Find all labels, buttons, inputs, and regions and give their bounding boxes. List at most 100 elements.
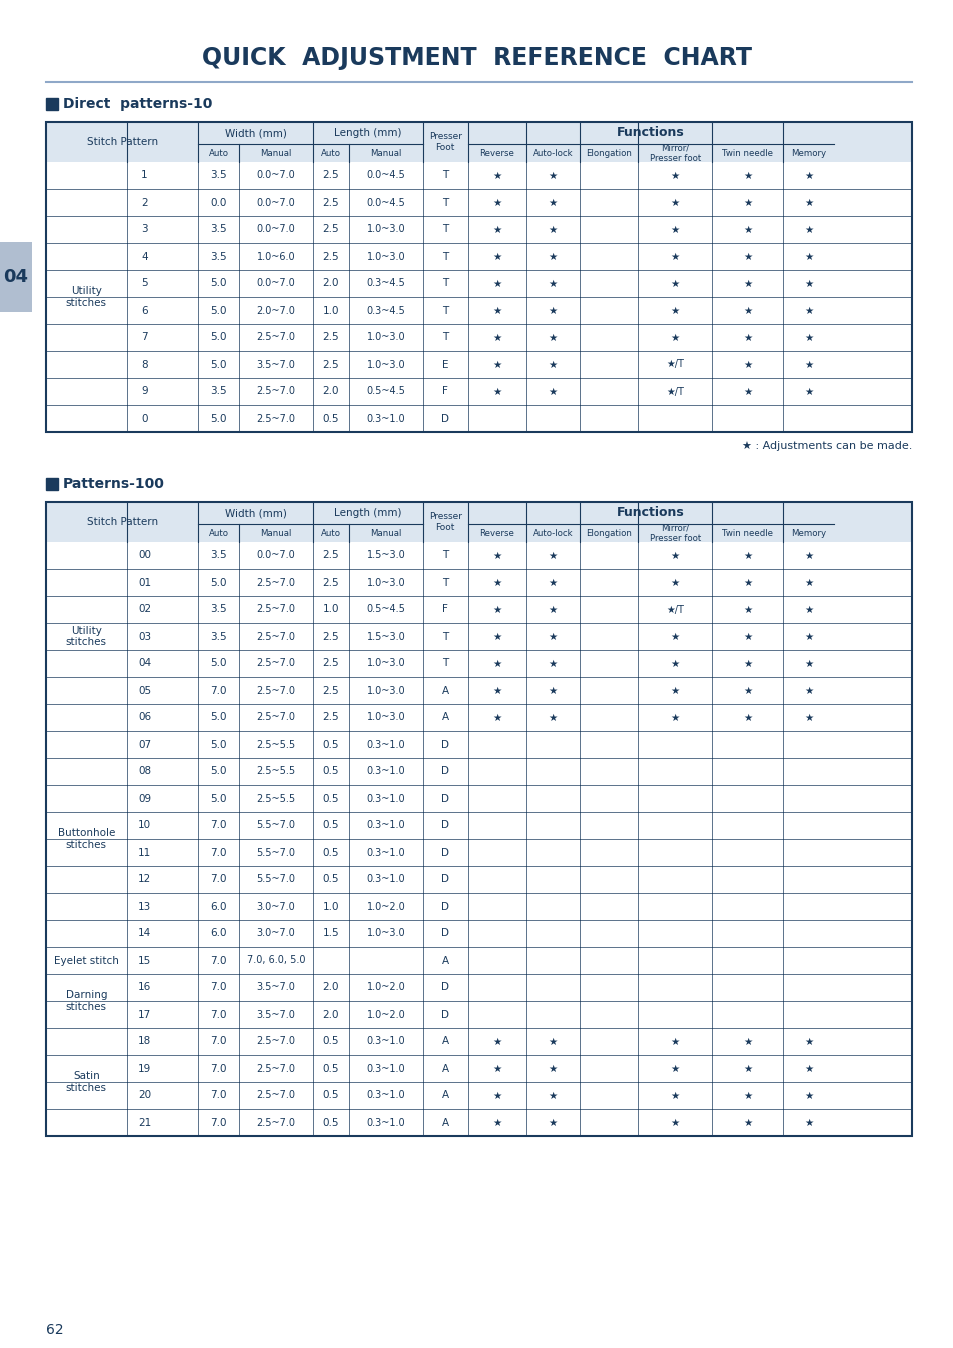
Text: 6.0: 6.0: [211, 902, 227, 911]
Text: 7.0: 7.0: [211, 821, 227, 830]
Text: ★: ★: [803, 198, 812, 208]
Text: ★: ★: [492, 577, 501, 588]
Text: ★: ★: [742, 1064, 751, 1073]
Text: ★: ★: [742, 631, 751, 642]
Text: 5.0: 5.0: [211, 360, 227, 369]
Text: 0.5: 0.5: [322, 848, 339, 857]
Text: ★: ★: [548, 306, 558, 315]
Text: D: D: [441, 929, 449, 938]
Text: 2.5: 2.5: [322, 713, 339, 723]
Text: 5: 5: [141, 279, 148, 288]
Text: 2.5: 2.5: [322, 360, 339, 369]
Text: 5.0: 5.0: [211, 794, 227, 803]
Text: Memory: Memory: [790, 528, 825, 538]
Text: ★: ★: [548, 713, 558, 723]
Text: 16: 16: [138, 983, 151, 992]
Text: ★: ★: [803, 604, 812, 615]
Text: ★: ★: [492, 604, 501, 615]
Text: 2.5~5.5: 2.5~5.5: [256, 740, 295, 749]
Text: 2.5: 2.5: [322, 252, 339, 262]
Text: ★: ★: [742, 279, 751, 288]
Text: 0.5: 0.5: [322, 1064, 339, 1073]
Text: ★: ★: [803, 1064, 812, 1073]
Text: 1.0~3.0: 1.0~3.0: [366, 360, 405, 369]
Text: 1.0~3.0: 1.0~3.0: [366, 713, 405, 723]
Text: Functions: Functions: [617, 127, 684, 139]
Text: 2.5~7.0: 2.5~7.0: [256, 1064, 295, 1073]
Text: ★: ★: [742, 225, 751, 235]
Text: D: D: [441, 740, 449, 749]
Text: Auto-lock: Auto-lock: [532, 528, 573, 538]
Text: 04: 04: [4, 268, 29, 286]
Text: 1.0~3.0: 1.0~3.0: [366, 659, 405, 669]
Text: 2.5~7.0: 2.5~7.0: [256, 713, 295, 723]
Text: A: A: [441, 713, 448, 723]
Bar: [46, 501, 911, 542]
Text: ★: ★: [803, 279, 812, 288]
Text: 0.3~1.0: 0.3~1.0: [366, 848, 405, 857]
Text: 2.5: 2.5: [322, 550, 339, 561]
Text: 0.3~1.0: 0.3~1.0: [366, 1091, 405, 1100]
Text: ★: ★: [742, 713, 751, 723]
Text: 3.5: 3.5: [211, 604, 227, 615]
Text: Direct  patterns-10: Direct patterns-10: [63, 97, 213, 111]
Text: 5.0: 5.0: [211, 414, 227, 423]
Text: ★: ★: [492, 1117, 501, 1127]
Text: Reverse: Reverse: [478, 148, 514, 158]
Text: ★: ★: [670, 170, 679, 181]
Text: 1.0~3.0: 1.0~3.0: [366, 686, 405, 696]
Text: 1.0: 1.0: [322, 902, 339, 911]
Text: T: T: [441, 279, 448, 288]
Text: ★: ★: [670, 686, 679, 696]
Text: ★: ★: [548, 659, 558, 669]
Text: 0.3~1.0: 0.3~1.0: [366, 740, 405, 749]
Text: Manual: Manual: [260, 528, 292, 538]
Text: A: A: [441, 956, 448, 965]
Text: 0.5: 0.5: [322, 414, 339, 423]
Text: Functions: Functions: [617, 507, 684, 519]
Text: ★ : Adjustments can be made.: ★ : Adjustments can be made.: [740, 441, 911, 452]
Text: ★: ★: [742, 1037, 751, 1046]
Text: 0.0~4.5: 0.0~4.5: [366, 198, 405, 208]
Text: 21: 21: [138, 1117, 151, 1127]
Text: 1.0~3.0: 1.0~3.0: [366, 577, 405, 588]
Text: ★: ★: [492, 252, 501, 262]
Text: 5.0: 5.0: [211, 279, 227, 288]
Text: 2: 2: [141, 198, 148, 208]
Bar: [0, 243, 32, 311]
Text: 13: 13: [138, 902, 151, 911]
Text: ★: ★: [742, 659, 751, 669]
Text: 0.3~1.0: 0.3~1.0: [366, 875, 405, 884]
Text: ★: ★: [803, 387, 812, 396]
Text: 7.0: 7.0: [211, 686, 227, 696]
Text: 0.5: 0.5: [322, 1037, 339, 1046]
Text: ★: ★: [548, 252, 558, 262]
Text: Manual: Manual: [260, 148, 292, 158]
Text: Stitch Pattern: Stitch Pattern: [87, 137, 157, 147]
Text: ★: ★: [742, 252, 751, 262]
Text: ★: ★: [548, 1117, 558, 1127]
Text: ★: ★: [548, 1091, 558, 1100]
Text: 5.5~7.0: 5.5~7.0: [256, 821, 295, 830]
Text: 18: 18: [138, 1037, 151, 1046]
Text: 2.5~5.5: 2.5~5.5: [256, 794, 295, 803]
Text: 0: 0: [141, 414, 148, 423]
Text: Twin needle: Twin needle: [721, 528, 772, 538]
Text: ★: ★: [803, 577, 812, 588]
Text: 0.3~1.0: 0.3~1.0: [366, 414, 405, 423]
Text: ★: ★: [742, 686, 751, 696]
Text: ★: ★: [670, 1064, 679, 1073]
Text: 14: 14: [138, 929, 151, 938]
Text: ★: ★: [803, 1117, 812, 1127]
Text: ★: ★: [670, 198, 679, 208]
Text: 2.0: 2.0: [322, 1010, 339, 1019]
Text: 3.0~7.0: 3.0~7.0: [256, 929, 295, 938]
Text: D: D: [441, 794, 449, 803]
Text: 01: 01: [138, 577, 151, 588]
Text: 2.5: 2.5: [322, 659, 339, 669]
Text: ★: ★: [670, 252, 679, 262]
Text: 7: 7: [141, 333, 148, 342]
Text: 0.3~4.5: 0.3~4.5: [366, 306, 405, 315]
Text: T: T: [441, 252, 448, 262]
Text: 00: 00: [138, 550, 151, 561]
